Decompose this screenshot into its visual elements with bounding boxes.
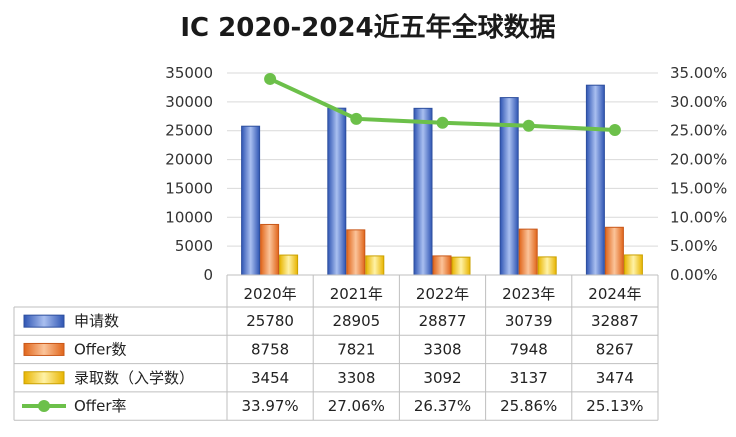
data-label: 26.37% [414, 397, 471, 415]
data-label: 7948 [510, 340, 548, 358]
left-tick-label: 0 [203, 266, 213, 284]
left-tick-label: 25000 [165, 122, 213, 140]
right-tick-label: 15.00% [670, 179, 727, 197]
left-tick-label: 20000 [165, 151, 213, 169]
right-axis-ticks: 35.00% 30.00% 25.00% 20.00% 15.00% 10.00% 5.00… [670, 64, 727, 284]
right-tick-label: 0.00% [670, 266, 718, 284]
data-label: 32887 [591, 312, 639, 330]
right-tick-label: 35.00% [670, 64, 727, 82]
data-label: 3454 [251, 369, 289, 387]
gridlines [227, 72, 658, 276]
bar-1 [260, 223, 280, 276]
offer-rate-point [608, 123, 621, 136]
left-axis-ticks: 35000 30000 25000 20000 15000 10000 5000 0 [165, 64, 213, 284]
bar-0 [241, 125, 261, 276]
data-label: 8758 [251, 340, 289, 358]
bar-0 [327, 107, 347, 276]
bar-2 [279, 254, 299, 276]
bar-1 [604, 226, 624, 276]
bar-1 [346, 229, 366, 276]
category-label: 2022年 [416, 285, 469, 303]
category-label: 2024年 [588, 285, 641, 303]
offer-rate-point [436, 116, 449, 129]
right-tick-label: 30.00% [670, 93, 727, 111]
legend-key-0 [23, 314, 65, 328]
series-name: Offer率 [74, 397, 127, 415]
data-label: 3474 [596, 369, 634, 387]
series-name: Offer数 [74, 340, 127, 358]
category-label: 2023年 [502, 285, 555, 303]
data-label: 3308 [423, 340, 461, 358]
left-tick-label: 5000 [175, 237, 213, 255]
series-name: 录取数（入学数） [74, 369, 194, 387]
left-tick-label: 10000 [165, 208, 213, 226]
category-label: 2020年 [244, 285, 297, 303]
bar-0 [585, 84, 605, 276]
data-label: 33.97% [241, 397, 298, 415]
right-tick-label: 5.00% [670, 237, 718, 255]
offer-rate-point [522, 119, 535, 132]
series-name: 申请数 [74, 312, 119, 330]
bar-0 [413, 107, 433, 276]
bar-1 [432, 255, 452, 276]
data-label: 7821 [337, 340, 375, 358]
left-tick-label: 30000 [165, 93, 213, 111]
data-label: 8267 [596, 340, 634, 358]
data-label: 27.06% [328, 397, 385, 415]
chart-title: IC 2020-2024近五年全球数据 [180, 12, 555, 43]
bar-2 [623, 254, 643, 276]
data-label: 25.13% [586, 397, 643, 415]
offer-rate-point [350, 112, 363, 125]
right-tick-label: 20.00% [670, 151, 727, 169]
category-label: 2021年 [330, 285, 383, 303]
left-tick-label: 15000 [165, 179, 213, 197]
bar-2 [365, 255, 385, 276]
legend-key-2 [23, 371, 65, 385]
legend-key-marker [38, 400, 50, 413]
data-label: 28877 [419, 312, 467, 330]
data-label: 3137 [510, 369, 548, 387]
data-label: 28905 [332, 312, 380, 330]
offer-rate-line [264, 72, 621, 136]
right-tick-label: 10.00% [670, 208, 727, 226]
left-tick-label: 35000 [165, 64, 213, 82]
bar-2 [451, 256, 471, 276]
offer-rate-point [264, 72, 277, 85]
data-label: 25780 [246, 312, 294, 330]
data-label: 3092 [423, 369, 461, 387]
data-label: 3308 [337, 369, 375, 387]
data-label: 25.86% [500, 397, 557, 415]
right-tick-label: 25.00% [670, 122, 727, 140]
bar-1 [518, 228, 538, 276]
bar-2 [537, 256, 557, 276]
data-label: 30739 [505, 312, 553, 330]
legend-key-1 [23, 342, 65, 356]
